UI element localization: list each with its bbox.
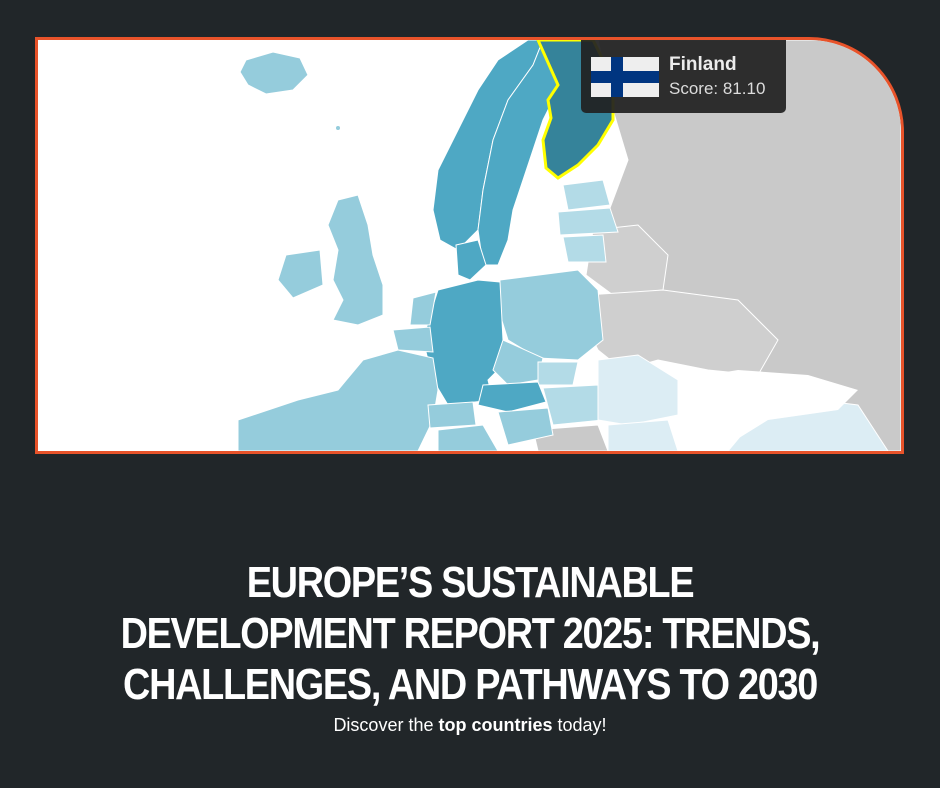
region-switzerland[interactable] [427,401,477,429]
tooltip-score: Score: 81.10 [669,78,766,98]
region-iceland[interactable] [239,51,309,95]
map-canvas[interactable] [38,40,901,451]
region-united-kingdom[interactable] [327,194,384,326]
subtitle: Discover the top countries today! [0,714,940,736]
region-latvia[interactable] [557,207,619,236]
region-estonia[interactable] [562,179,611,211]
region-romania[interactable] [597,354,679,426]
region-slovakia[interactable] [537,361,579,386]
subtitle-before: Discover the [333,715,439,735]
region-france[interactable] [237,349,439,451]
black-sea [678,370,858,451]
subtitle-after: today! [552,715,607,735]
region-lithuania[interactable] [562,234,607,263]
region-netherlands[interactable] [409,291,437,326]
country-tooltip: Finland Score: 81.10 [581,40,786,113]
region-ireland[interactable] [277,249,324,299]
region-slovenia-croatia[interactable] [497,407,554,446]
finland-flag-icon [591,56,659,97]
region-bulgaria[interactable] [607,419,679,451]
page-headline: EUROPE’S SUSTAINABLE DEVELOPMENT REPORT … [66,557,874,710]
headline-line-1: EUROPE’S SUSTAINABLE [246,558,695,608]
region-denmark[interactable] [455,239,487,281]
europe-sdg-choropleth-map[interactable]: Finland Score: 81.10 [35,37,904,454]
headline-line-2: DEVELOPMENT REPORT 2025: TRENDS, [120,609,821,659]
region-hungary[interactable] [542,384,604,426]
region-belgium[interactable] [392,326,434,353]
subtitle-emphasis: top countries [438,715,553,735]
tooltip-country-name: Finland [669,53,737,75]
region-faroe-islands[interactable] [336,126,340,130]
headline-line-3: CHALLENGES, AND PATHWAYS TO 2030 [123,660,818,710]
region-italy[interactable] [437,424,499,451]
region-austria[interactable] [477,381,547,413]
